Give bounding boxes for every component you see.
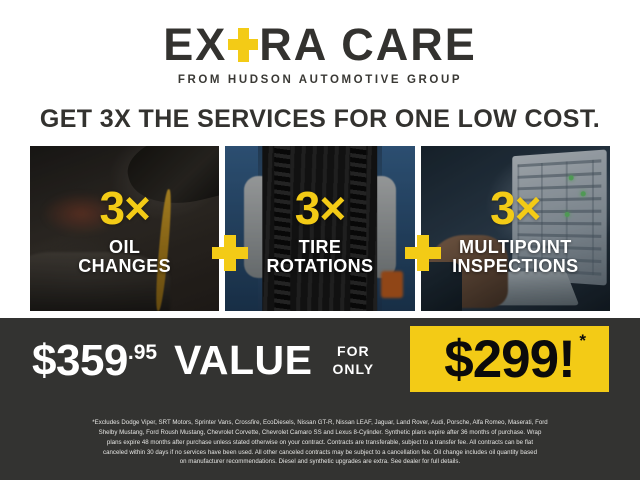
service-panel-text: 3× OIL CHANGES	[30, 146, 219, 311]
logo-word-care: CARE	[341, 19, 477, 70]
for-only-line2: ONLY	[332, 360, 375, 377]
photo-highlight	[41, 192, 121, 236]
service-name-line1: MULTIPOINT	[458, 237, 572, 258]
retail-value-amount: $359	[32, 335, 128, 385]
plus-icon	[212, 235, 248, 271]
service-name-line2: CHANGES	[78, 256, 172, 277]
disclaimer-line-5: on manufacturer recommendations. Diesel …	[179, 458, 461, 466]
service-multiplier: 3×	[99, 181, 150, 234]
plus-icon	[405, 235, 441, 271]
offer-price-row: $359 .95 VALUE FOR ONLY $299! *	[0, 318, 640, 403]
service-panel-tire-rotations: 3× TIRE ROTATIONS	[225, 146, 415, 311]
service-panels: 3× OIL CHANGES 3× TIRE ROTATIONS	[30, 146, 610, 311]
service-name-line2: ROTATIONS	[266, 256, 374, 277]
tire-in-hands-photo	[225, 146, 415, 311]
orange-accent-shape	[380, 271, 404, 298]
disclaimer-line-1: *Excludes Dodge Viper, SRT Motors, Sprin…	[92, 419, 548, 426]
for-only-line1: FOR	[337, 343, 370, 359]
tire-tread-right	[350, 146, 367, 311]
panel-overlay	[30, 146, 220, 311]
offer-banner: $359 .95 VALUE FOR ONLY $299! * *Exclude…	[0, 318, 640, 480]
plus-cross-icon	[228, 27, 259, 62]
service-name-line1: TIRE	[298, 237, 342, 258]
logo-word-ra: RA	[259, 19, 329, 70]
brand-logo: EX RA CARE FROM HUDSON AUTOMOTIVE GROUP	[0, 0, 640, 86]
service-name-line1: OIL	[109, 237, 141, 258]
disclaimer-line-2: Shelby Mustang, Ford Roush Mustang, Chev…	[98, 428, 542, 436]
disclaimer-text: *Excludes Dodge Viper, SRT Motors, Sprin…	[28, 418, 612, 467]
logo-tagline: FROM HUDSON AUTOMOTIVE GROUP	[177, 74, 463, 86]
diagnostic-laptop-photo	[420, 146, 610, 311]
service-name: OIL CHANGES	[78, 238, 171, 276]
service-name: TIRE ROTATIONS	[267, 238, 374, 276]
disclaimer-line-4: canceled within 30 days if no services h…	[103, 448, 537, 456]
oil-pour-photo	[30, 146, 220, 311]
retail-value: $359 .95	[32, 335, 158, 385]
service-panel-text: 3× MULTIPOINT INSPECTIONS	[421, 146, 610, 311]
page-headline: GET 3X THE SERVICES FOR ONE LOW COST.	[39, 105, 601, 133]
tire-tread-left	[273, 146, 290, 311]
service-panel-text: 3× TIRE ROTATIONS	[225, 146, 414, 311]
service-panel-oil-changes: 3× OIL CHANGES	[30, 146, 220, 311]
disclaimer-line-3: plans expire 48 months after purchase un…	[106, 438, 534, 446]
panel-overlay	[225, 146, 415, 311]
sale-price: $299!	[444, 329, 576, 389]
value-label: VALUE	[174, 337, 313, 383]
for-only-label: FOR ONLY	[333, 343, 375, 378]
price-asterisk: *	[579, 331, 586, 350]
tire-shape	[262, 146, 378, 311]
logo-word-ex: EX	[163, 19, 228, 70]
retail-value-cents: .95	[127, 340, 158, 364]
service-name-line2: INSPECTIONS	[452, 256, 579, 277]
logo-wordmark: EX RA CARE	[163, 22, 477, 67]
service-panel-multipoint-inspections: 3× MULTIPOINT INSPECTIONS	[420, 146, 610, 311]
service-multiplier: 3×	[294, 181, 346, 234]
service-name: MULTIPOINT INSPECTIONS	[452, 238, 578, 276]
engine-bay-shape	[30, 251, 171, 311]
service-multiplier: 3×	[490, 181, 541, 234]
panel-overlay	[420, 146, 610, 311]
sale-price-box: $299! *	[410, 326, 609, 392]
